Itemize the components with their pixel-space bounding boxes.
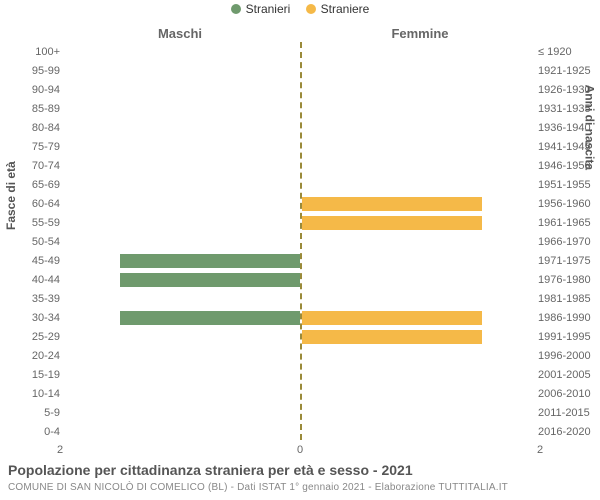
- age-label: 75-79: [20, 141, 60, 153]
- birth-label: 1986-1990: [538, 312, 596, 324]
- footer-title: Popolazione per cittadinanza straniera p…: [8, 462, 413, 478]
- birth-label: 1941-1945: [538, 141, 596, 153]
- age-label: 5-9: [20, 407, 60, 419]
- x-tick-female-max: 2: [537, 444, 543, 456]
- birth-label: 1971-1975: [538, 255, 596, 267]
- age-row: 30-34 1986-1990: [0, 308, 600, 327]
- age-row: 45-49 1971-1975: [0, 251, 600, 270]
- age-row: 100+ ≤ 1920: [0, 42, 600, 61]
- birth-label: 2001-2005: [538, 369, 596, 381]
- bar-female: [302, 197, 482, 211]
- age-row: 50-54 1966-1970: [0, 232, 600, 251]
- age-row: 40-44 1976-1980: [0, 270, 600, 289]
- age-label: 20-24: [20, 350, 60, 362]
- birth-label: 1921-1925: [538, 65, 596, 77]
- legend-label-male: Stranieri: [246, 2, 291, 16]
- age-row: 5-9 2011-2015: [0, 403, 600, 422]
- age-row: 55-59 1961-1965: [0, 213, 600, 232]
- age-row: 15-19 2001-2005: [0, 365, 600, 384]
- bar-female: [302, 311, 482, 325]
- age-label: 45-49: [20, 255, 60, 267]
- birth-label: 1926-1930: [538, 84, 596, 96]
- legend-label-female: Straniere: [321, 2, 370, 16]
- age-label: 100+: [20, 46, 60, 58]
- age-label: 55-59: [20, 217, 60, 229]
- birth-label: 1946-1950: [538, 160, 596, 172]
- age-label: 30-34: [20, 312, 60, 324]
- bar-male: [120, 311, 300, 325]
- age-row: 90-94 1926-1930: [0, 80, 600, 99]
- column-header-male: Maschi: [80, 26, 280, 41]
- bar-male: [120, 273, 300, 287]
- age-label: 80-84: [20, 122, 60, 134]
- birth-label: 1991-1995: [538, 331, 596, 343]
- age-row: 10-14 2006-2010: [0, 384, 600, 403]
- birth-label: 1951-1955: [538, 179, 596, 191]
- age-row: 85-89 1931-1935: [0, 99, 600, 118]
- age-label: 35-39: [20, 293, 60, 305]
- birth-label: 2016-2020: [538, 426, 596, 438]
- column-header-female: Femmine: [320, 26, 520, 41]
- legend-item-male: Stranieri: [231, 2, 291, 16]
- birth-label: 1936-1940: [538, 122, 596, 134]
- age-label: 25-29: [20, 331, 60, 343]
- age-label: 10-14: [20, 388, 60, 400]
- birth-label: 1981-1985: [538, 293, 596, 305]
- age-label: 15-19: [20, 369, 60, 381]
- age-label: 95-99: [20, 65, 60, 77]
- legend-swatch-female: [306, 4, 316, 14]
- age-label: 50-54: [20, 236, 60, 248]
- birth-label: 2011-2015: [538, 407, 596, 419]
- birth-label: ≤ 1920: [538, 46, 596, 58]
- birth-label: 1996-2000: [538, 350, 596, 362]
- x-tick-male-max: 2: [57, 444, 63, 456]
- legend-item-female: Straniere: [306, 2, 370, 16]
- birth-label: 1976-1980: [538, 274, 596, 286]
- birth-label: 1956-1960: [538, 198, 596, 210]
- birth-label: 1966-1970: [538, 236, 596, 248]
- bar-male: [120, 254, 300, 268]
- age-row: 80-84 1936-1940: [0, 118, 600, 137]
- age-label: 0-4: [20, 426, 60, 438]
- legend-swatch-male: [231, 4, 241, 14]
- chart-container: Stranieri Straniere Maschi Femmine Fasce…: [0, 0, 600, 500]
- age-row: 75-79 1941-1945: [0, 137, 600, 156]
- age-row: 95-99 1921-1925: [0, 61, 600, 80]
- age-row: 35-39 1981-1985: [0, 289, 600, 308]
- birth-label: 1961-1965: [538, 217, 596, 229]
- age-row: 25-29 1991-1995: [0, 327, 600, 346]
- birth-label: 1931-1935: [538, 103, 596, 115]
- footer-subtitle: COMUNE DI SAN NICOLÒ DI COMELICO (BL) - …: [8, 482, 508, 493]
- bar-female: [302, 216, 482, 230]
- age-label: 60-64: [20, 198, 60, 210]
- age-row: 20-24 1996-2000: [0, 346, 600, 365]
- x-axis: 2 0 2: [0, 444, 600, 458]
- age-row: 70-74 1946-1950: [0, 156, 600, 175]
- age-row: 0-4 2016-2020: [0, 422, 600, 441]
- age-label: 85-89: [20, 103, 60, 115]
- bar-female: [302, 330, 482, 344]
- x-tick-center: 0: [297, 444, 303, 456]
- age-label: 40-44: [20, 274, 60, 286]
- legend: Stranieri Straniere: [0, 2, 600, 17]
- birth-label: 2006-2010: [538, 388, 596, 400]
- age-label: 70-74: [20, 160, 60, 172]
- age-row: 60-64 1956-1960: [0, 194, 600, 213]
- age-label: 65-69: [20, 179, 60, 191]
- age-label: 90-94: [20, 84, 60, 96]
- age-row: 65-69 1951-1955: [0, 175, 600, 194]
